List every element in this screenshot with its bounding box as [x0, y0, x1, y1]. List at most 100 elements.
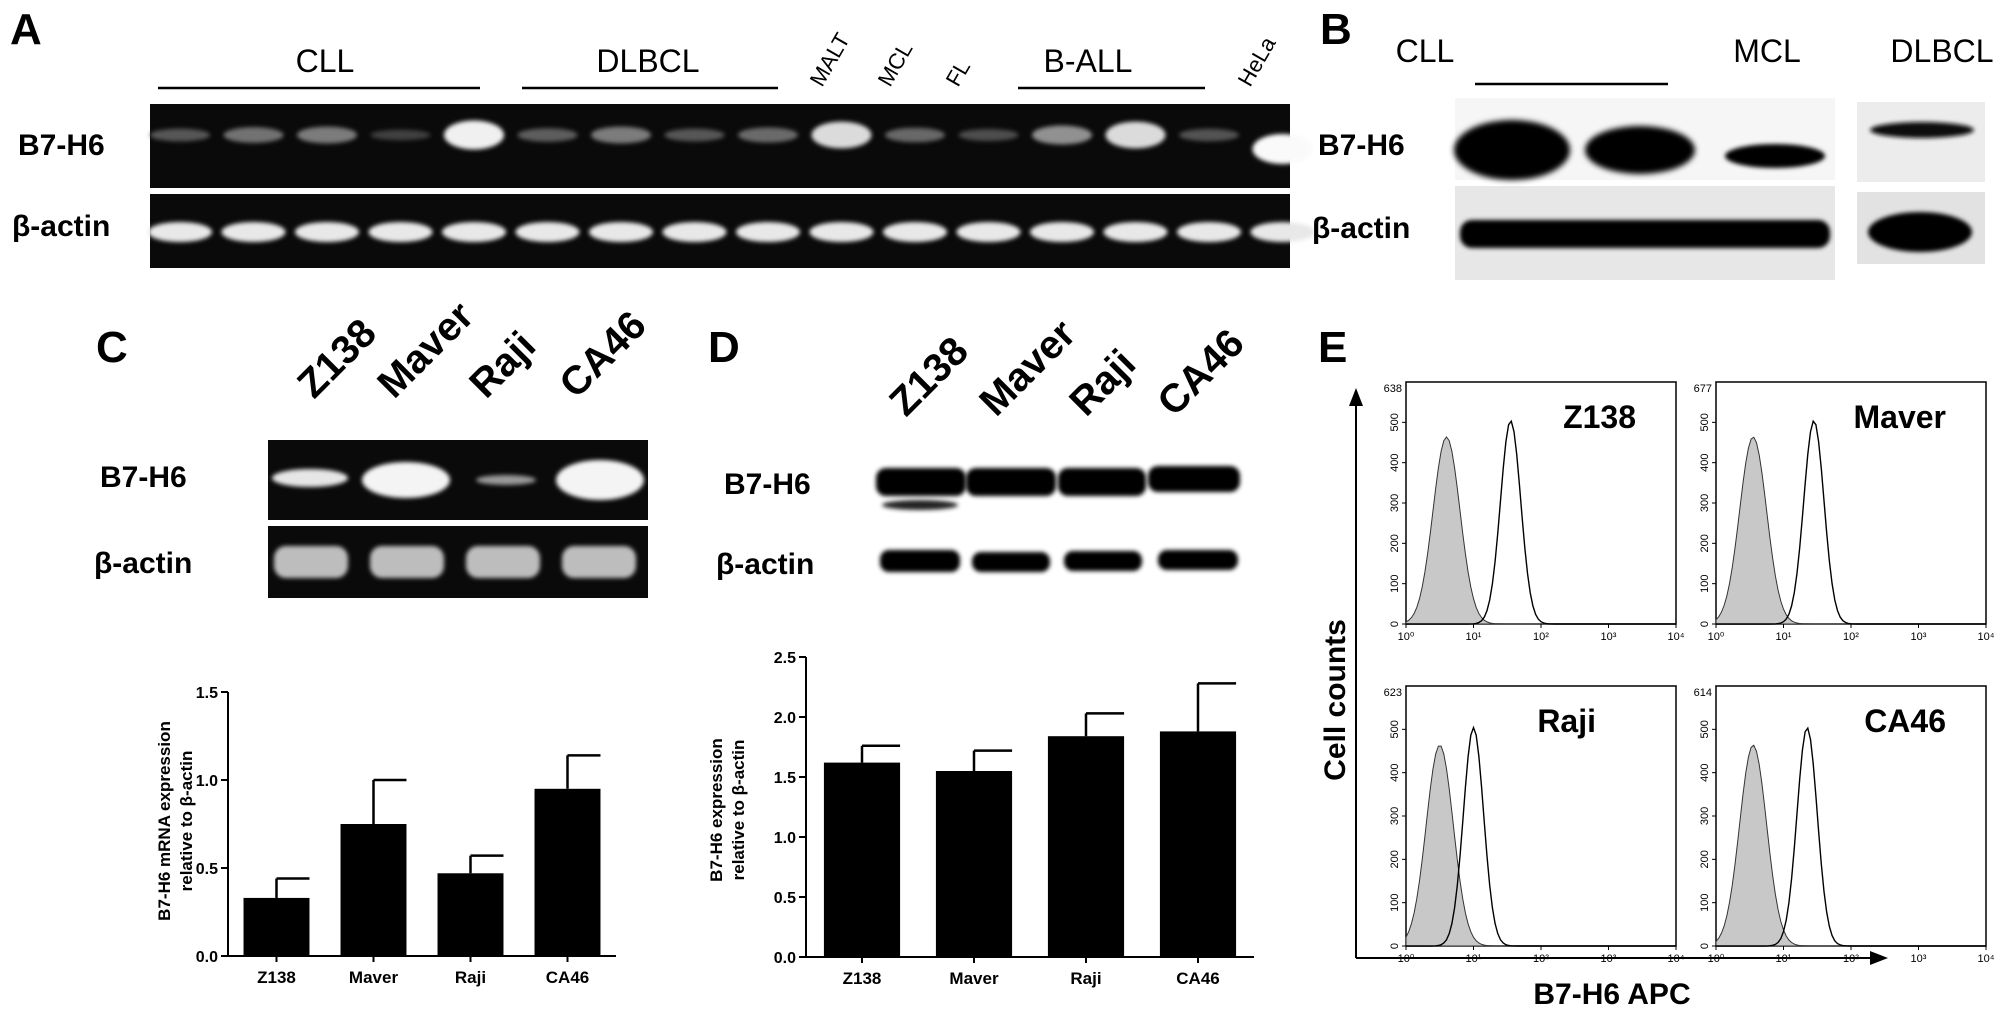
x-tick-label: 10¹: [1776, 631, 1792, 643]
row-label-actin: β-actin: [12, 210, 110, 243]
actin-c-2: [370, 546, 444, 578]
y-tick-label: 100: [1699, 893, 1711, 911]
bar: [1047, 736, 1125, 957]
bar: [437, 873, 504, 956]
actin-band: [148, 222, 212, 242]
group-label-cll-b: CLL: [1396, 33, 1455, 69]
blot-b7h6-dlbcl: [1857, 102, 1985, 182]
histogram-label: Maver: [1854, 399, 1947, 435]
lane-label-z138-d: Z138: [881, 329, 977, 425]
flow-histograms: 638 0 100 200 300 400 500 10⁰ 10¹ 10² 10³ 10⁴ Z138 67…: [1384, 381, 1995, 965]
lane-label-ca46-d: CA46: [1149, 321, 1252, 424]
x-tick-label: Z138: [843, 969, 882, 988]
stained-histogram: [1716, 419, 1986, 625]
row-label-b7h6-b: B7-H6: [1318, 129, 1405, 162]
panel-c: Z138 Maver Raji CA46 B7-H6 β-actin B7-H6…: [94, 293, 655, 987]
panel-letter-b: B: [1320, 5, 1352, 54]
actin-d-2: [972, 552, 1050, 572]
y-tick-label: 0.5: [774, 890, 796, 907]
ylabel-e: Cell counts: [1319, 619, 1352, 781]
x-tick-label: 10¹: [1466, 953, 1482, 965]
ylabel-c-line1: B7-H6 mRNA expression: [155, 721, 174, 921]
y-tick-label: 1.0: [774, 830, 796, 847]
y-tick-label: 1.0: [196, 773, 218, 790]
y-max-label: 623: [1384, 687, 1402, 699]
band-cll-2: [1585, 126, 1695, 174]
actin-band: [1103, 222, 1168, 242]
y-tick-label: 200: [1389, 534, 1401, 552]
band-maver-d: [966, 468, 1056, 496]
gel-b7h6: [150, 104, 1290, 188]
group-label-dlbcl: DLBCL: [596, 43, 699, 79]
actin-c-3: [466, 546, 540, 578]
b7h6-band: [517, 128, 578, 142]
b7h6-band: [738, 127, 798, 143]
actin-d-1: [880, 550, 960, 572]
bar-chart-d: 0.0 0.5 1.0 1.5 2.0 2.5 Z138 Maver Raji CA46: [774, 650, 1254, 988]
y-tick-label: 200: [1389, 850, 1401, 868]
lane-label-raji-d: Raji: [1061, 341, 1144, 424]
x-tick-label: 10²: [1533, 631, 1549, 643]
panel-letter-e: E: [1318, 323, 1347, 372]
lane-label-maver-c: Maver: [369, 293, 482, 406]
actin-band: [956, 222, 1021, 242]
x-tick-label: Z138: [257, 968, 296, 987]
y-tick-label: 0: [1699, 943, 1711, 949]
y-max-label: 638: [1384, 383, 1402, 395]
actin-d-3: [1064, 551, 1142, 571]
x-tick-label: 10⁰: [1708, 953, 1725, 965]
row-label-b7h6-d: B7-H6: [724, 468, 811, 501]
x-tick-label: 10³: [1911, 631, 1927, 643]
x-tick-label: 10⁰: [1398, 631, 1415, 643]
panel-e: Cell counts B7-H6 APC 638 0 100 200 300 400 50…: [1319, 381, 1995, 1011]
x-tick-label: 10²: [1843, 953, 1859, 965]
stained-histogram: [1406, 419, 1676, 625]
bar: [534, 788, 601, 956]
band-z138-c: [272, 469, 348, 487]
actin-c-4: [562, 546, 636, 578]
panel-letter-a: A: [10, 5, 42, 54]
actin-band: [1250, 222, 1315, 242]
y-tick-label: 1.5: [196, 685, 218, 702]
group-label-fl: FL: [941, 56, 975, 91]
group-label-b-all: B-ALL: [1044, 43, 1133, 79]
b7h6-band: [664, 128, 725, 142]
lane-label-raji-c: Raji: [461, 323, 544, 406]
y-tick-label: 500: [1699, 413, 1711, 431]
histogram-z138: 638 0 100 200 300 400 500 10⁰ 10¹ 10² 10³ 10⁴ Z138: [1384, 381, 1685, 643]
b7h6-bands: [150, 120, 1313, 164]
panel-d: Z138 Maver Raji CA46 B7-H6 β-actin B7-H6…: [707, 311, 1254, 988]
x-tick-label: 10³: [1601, 631, 1617, 643]
x-tick-label: Maver: [949, 969, 999, 988]
y-tick-label: 100: [1389, 893, 1401, 911]
xlabel-e: B7-H6 APC: [1533, 978, 1690, 1011]
lane-label-maver-d: Maver: [971, 311, 1084, 424]
b7h6-band: [370, 129, 431, 141]
histogram-ca46: 614 0 100 200 300 400 500 10⁰ 10¹ 10² 10³ 10⁴ CA46: [1694, 685, 1995, 965]
x-tick-label: 10³: [1911, 953, 1927, 965]
panel-b: CLL MCL DLBCL B7-H6 β-actin: [1312, 33, 1994, 280]
actin-band: [883, 222, 947, 242]
actin-d-4: [1158, 550, 1238, 570]
y-tick-label: 400: [1699, 763, 1711, 781]
y-tick-label: 0.0: [774, 950, 796, 967]
x-tick-label: CA46: [546, 968, 589, 987]
x-tick-label: 10³: [1601, 953, 1617, 965]
group-label-hela: HeLa: [1233, 32, 1281, 91]
y-tick-label: 0.0: [196, 949, 218, 966]
actin-band: [221, 222, 286, 242]
b7h6-band: [958, 129, 1019, 141]
actin-band: [1177, 222, 1241, 242]
x-tick-label: 10⁴: [1668, 953, 1685, 965]
bar: [1159, 731, 1237, 957]
b7h6-band: [223, 127, 284, 143]
band-mcl: [1725, 144, 1825, 168]
x-tick-label: 10¹: [1776, 953, 1792, 965]
b7h6-band: [297, 126, 357, 144]
band-maver-c: [362, 462, 450, 498]
ylabel-d-line1: B7-H6 expression: [707, 738, 726, 882]
y-tick-label: 500: [1389, 413, 1401, 431]
row-label-actin-d: β-actin: [716, 548, 814, 581]
y-tick-label: 1.5: [774, 770, 796, 787]
